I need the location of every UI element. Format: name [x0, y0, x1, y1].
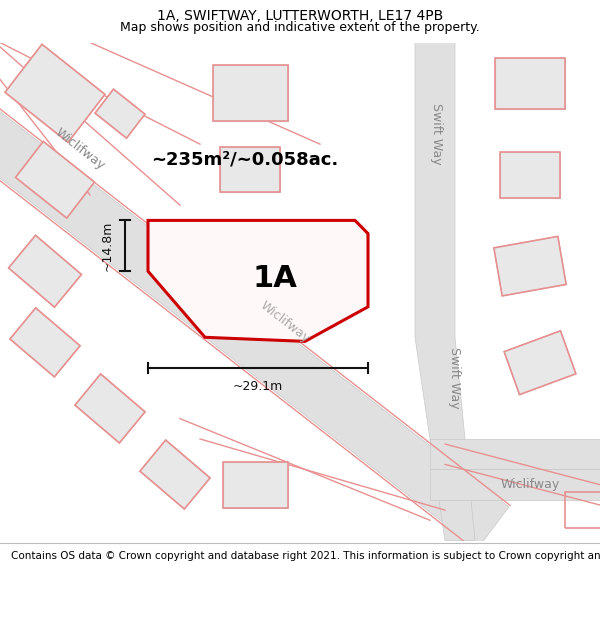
Text: Contains OS data © Crown copyright and database right 2021. This information is : Contains OS data © Crown copyright and d… — [11, 551, 600, 561]
Polygon shape — [10, 308, 80, 377]
Text: Swift Way: Swift Way — [431, 103, 443, 165]
Polygon shape — [0, 75, 509, 549]
Text: Wiclifway: Wiclifway — [500, 478, 560, 491]
Polygon shape — [220, 147, 280, 192]
Text: Swift Way: Swift Way — [449, 347, 461, 409]
Text: 1A, SWIFTWAY, LUTTERWORTH, LE17 4PB: 1A, SWIFTWAY, LUTTERWORTH, LE17 4PB — [157, 9, 443, 22]
Polygon shape — [75, 374, 145, 443]
Text: 1A: 1A — [253, 264, 298, 293]
Polygon shape — [140, 440, 210, 509]
Polygon shape — [504, 331, 576, 394]
Polygon shape — [95, 89, 145, 138]
Polygon shape — [8, 235, 82, 308]
Polygon shape — [16, 141, 94, 218]
Polygon shape — [415, 42, 475, 541]
Text: Wiclifway: Wiclifway — [53, 126, 107, 173]
Text: Map shows position and indicative extent of the property.: Map shows position and indicative extent… — [120, 21, 480, 34]
Polygon shape — [148, 221, 368, 341]
Polygon shape — [212, 66, 287, 121]
Text: ~14.8m: ~14.8m — [101, 221, 113, 271]
Polygon shape — [223, 462, 287, 508]
Polygon shape — [430, 469, 600, 500]
Text: ~235m²/~0.058ac.: ~235m²/~0.058ac. — [151, 151, 338, 168]
Text: Wiclifway: Wiclifway — [257, 299, 313, 346]
Polygon shape — [495, 58, 565, 109]
Polygon shape — [5, 44, 105, 142]
Polygon shape — [430, 439, 600, 469]
Polygon shape — [494, 236, 566, 296]
Text: ~29.1m: ~29.1m — [233, 379, 283, 392]
Polygon shape — [500, 152, 560, 198]
